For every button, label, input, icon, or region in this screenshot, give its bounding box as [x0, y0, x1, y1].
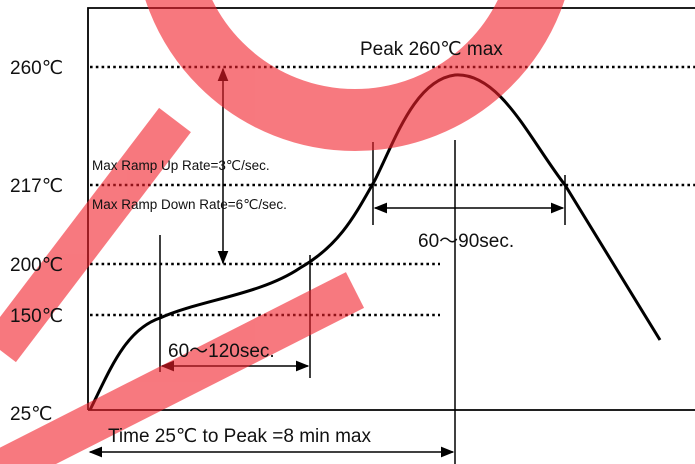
peak-label: Peak 260℃ max: [360, 39, 503, 60]
axis-label: 200℃: [10, 255, 63, 276]
axis-label: 217℃: [10, 176, 63, 197]
ramp-up-label: Max Ramp Up Rate=3℃/sec.: [92, 158, 270, 173]
time-label: Time 25℃ to Peak =8 min max: [108, 426, 371, 447]
axis-label: 260℃: [10, 58, 63, 79]
frame: [87, 7, 695, 410]
watermark: [0, 0, 565, 464]
liquidus-label: 60～90sec.: [418, 231, 514, 252]
axis-label: 150℃: [10, 306, 63, 327]
axis-label: 25℃: [10, 404, 52, 425]
soak-label: 60～120sec.: [168, 341, 275, 362]
ramp-down-label: Max Ramp Down Rate=6℃/sec.: [92, 197, 287, 212]
